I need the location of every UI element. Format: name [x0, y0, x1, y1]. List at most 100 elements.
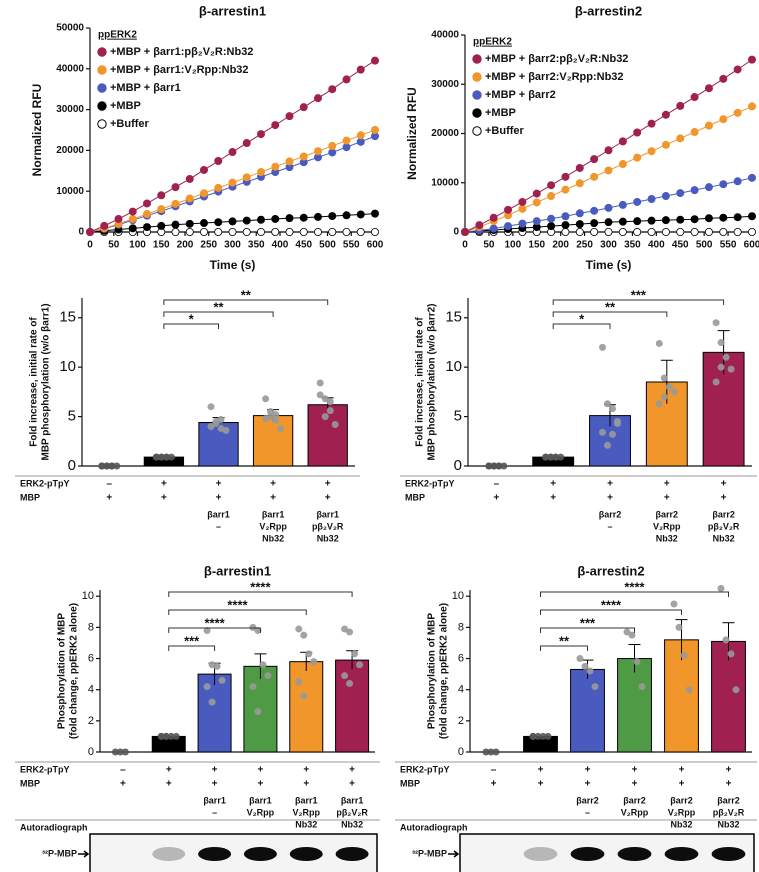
data-point: [670, 600, 678, 608]
x-tick-label: 50: [108, 240, 120, 251]
significance-bracket: [540, 627, 635, 633]
data-point: [313, 227, 322, 236]
x-tick-label: 400: [648, 240, 665, 251]
condition-sign: +: [166, 779, 172, 790]
x-tick-label: βarr2: [717, 795, 740, 805]
data-point: [504, 222, 513, 231]
x-tick-label: βarr1: [207, 509, 230, 519]
condition-sign: +: [726, 765, 732, 776]
y-tick-label: 15: [59, 309, 76, 326]
data-point: [719, 74, 728, 83]
data-point: [618, 137, 627, 146]
data-point: [171, 199, 180, 208]
x-tick-label: pβ₂V₂R: [708, 521, 740, 531]
data-point: [727, 650, 735, 658]
condition-sign: +: [303, 765, 309, 776]
y-axis-label: MBP phosphorylation (w/o βarr1): [41, 303, 52, 460]
data-point: [272, 417, 280, 425]
condition-label: ERK2-pTpY: [405, 478, 455, 488]
data-point: [532, 217, 541, 226]
data-point: [717, 363, 725, 371]
data-point: [171, 183, 180, 192]
data-point: [310, 658, 318, 666]
data-point: [262, 395, 270, 403]
x-tick-label: βarr1: [262, 509, 285, 519]
blot-band: [152, 847, 186, 861]
data-point: [733, 65, 742, 74]
legend-marker: [472, 108, 482, 118]
blot-label: Autoradiograph: [20, 822, 88, 832]
chart-title: β-arrestin1: [204, 563, 271, 578]
data-point: [264, 672, 272, 680]
x-tick-label: 450: [295, 240, 312, 251]
data-point: [313, 147, 322, 156]
condition-sign: +: [679, 779, 685, 790]
y-tick-label: 40000: [431, 30, 459, 41]
x-axis-label: Time (s): [586, 258, 632, 272]
band-arrow: [448, 850, 460, 858]
condition-sign: +: [538, 765, 544, 776]
data-point: [214, 183, 223, 192]
significance-bracket: [163, 323, 219, 329]
significance-bracket: [168, 645, 216, 651]
y-tick-label: 8: [458, 621, 464, 633]
condition-sign: –: [491, 765, 497, 776]
y-tick-label: 10000: [56, 186, 84, 197]
chart-title: β-arrestin2: [575, 3, 642, 18]
band-arrow: [78, 850, 90, 858]
blot-band: [243, 847, 277, 861]
condition-sign: +: [491, 779, 497, 790]
data-point: [647, 119, 656, 128]
data-point: [638, 683, 646, 691]
data-point: [690, 128, 699, 137]
data-point: [157, 732, 165, 740]
data-point: [690, 93, 699, 102]
data-point: [242, 173, 251, 182]
condition-sign: +: [257, 765, 263, 776]
x-tick-label: βarr1: [249, 795, 272, 805]
x-tick-label: 100: [504, 240, 521, 251]
data-point: [356, 131, 365, 140]
data-point: [342, 75, 351, 84]
condition-sign: +: [212, 765, 218, 776]
condition-label: MBP: [405, 492, 425, 502]
data-point: [242, 227, 251, 236]
y-axis-label: MBP phosphorylation (w/o βarr2): [427, 303, 438, 460]
data-point: [271, 162, 280, 171]
data-point: [660, 393, 668, 401]
data-point: [370, 56, 379, 65]
significance-label: *: [579, 311, 585, 326]
data-point: [86, 227, 95, 236]
data-point: [704, 121, 713, 130]
y-tick-label: 30000: [431, 79, 459, 90]
condition-sign: +: [493, 493, 499, 504]
data-point: [618, 160, 627, 169]
condition-sign: +: [550, 493, 556, 504]
data-point: [157, 191, 166, 200]
significance-label: ****: [624, 579, 645, 594]
data-point: [676, 227, 685, 236]
condition-sign: +: [538, 779, 544, 790]
y-axis-label: Normalized RFU: [30, 84, 44, 177]
y-tick-label: 5: [454, 408, 462, 425]
data-point: [316, 379, 324, 387]
data-point: [285, 157, 294, 166]
legend-label: +Buffer: [485, 125, 525, 137]
data-point: [704, 183, 713, 192]
blot-label: Autoradiograph: [400, 822, 468, 832]
data-point: [228, 217, 237, 226]
data-point: [295, 678, 303, 686]
data-point: [712, 319, 720, 327]
y-tick-label: 2: [88, 715, 94, 727]
data-point: [370, 209, 379, 218]
data-point: [277, 424, 285, 432]
data-point: [262, 415, 270, 423]
data-point: [748, 102, 757, 111]
data-point: [103, 462, 111, 470]
x-tick-label: 250: [200, 240, 217, 251]
significance-label: ****: [204, 615, 225, 630]
data-point: [561, 185, 570, 194]
data-point: [518, 204, 527, 213]
x-tick-label: 550: [343, 240, 360, 251]
data-point: [647, 147, 656, 156]
